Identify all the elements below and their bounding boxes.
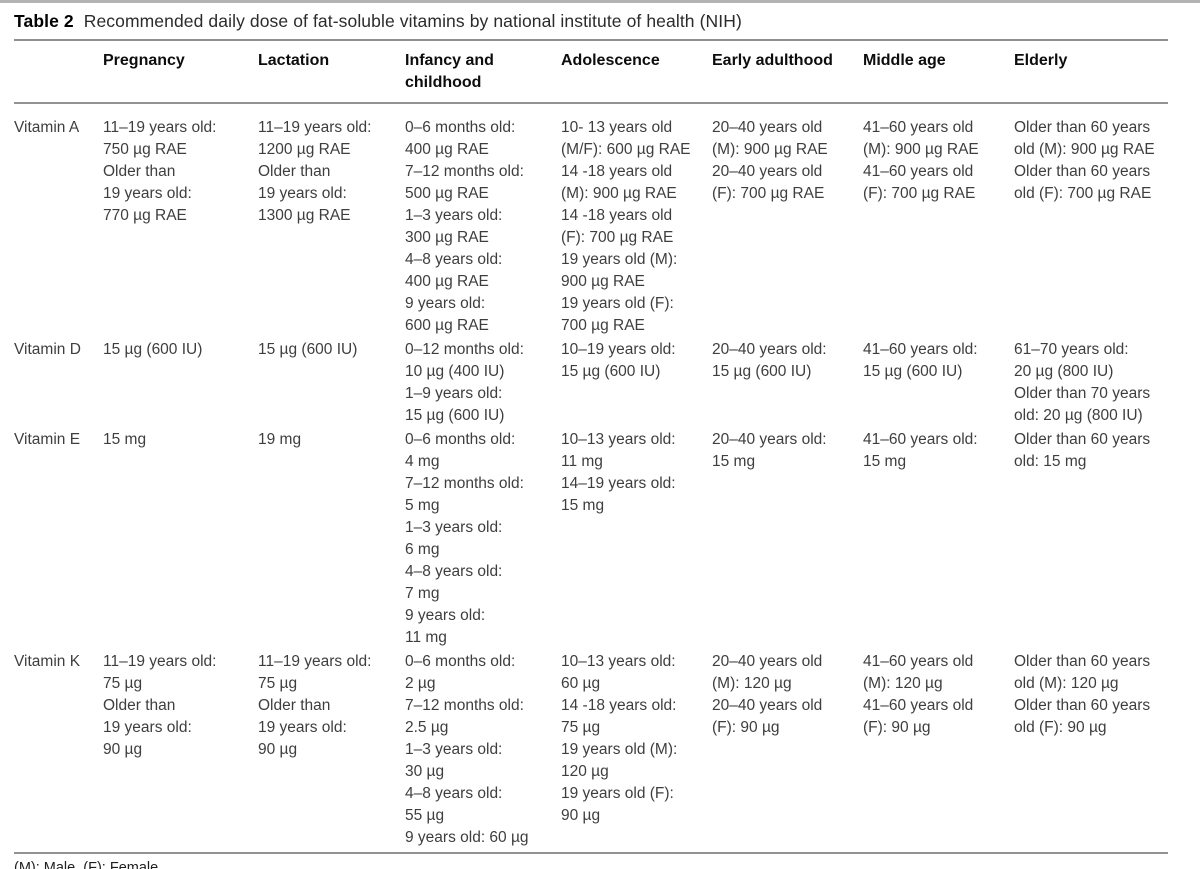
column-header-pregnancy: Pregnancy xyxy=(103,40,258,104)
column-header-infancy-childhood: Infancy and childhood xyxy=(405,40,561,104)
row-label-vitamin-e: Vitamin E xyxy=(14,431,81,448)
table-cell: 10–13 years old: 11 mg 14–19 years old: … xyxy=(561,431,676,514)
table-caption-text: Recommended daily dose of fat-soluble vi… xyxy=(83,11,742,31)
table-cell: 41–60 years old: 15 mg xyxy=(863,431,978,470)
header-row: Pregnancy Lactation Infancy and childhoo… xyxy=(14,40,1168,104)
column-header-elderly: Elderly xyxy=(1014,40,1168,104)
table-content: Table 2 Recommended daily dose of fat-sol… xyxy=(0,3,1200,869)
table-row-vitamin-k: Vitamin K 11–19 years old: 75 µg Older t… xyxy=(14,649,1168,853)
column-header-blank xyxy=(14,40,103,104)
table-cell: 0–12 months old: 10 µg (400 IU) 1–9 year… xyxy=(405,341,524,424)
table-cell: 15 µg (600 IU) xyxy=(258,341,358,358)
top-divider xyxy=(0,0,1200,3)
table-number: Table 2 xyxy=(14,11,74,31)
table-cell: Older than 60 years old: 15 mg xyxy=(1014,431,1151,470)
table-cell: 41–60 years old: 15 µg (600 IU) xyxy=(863,341,978,380)
vitamins-table: Pregnancy Lactation Infancy and childhoo… xyxy=(14,39,1168,854)
table-cell: 10–19 years old: 15 µg (600 IU) xyxy=(561,341,676,380)
table-cell: 15 mg xyxy=(103,431,147,448)
table-cell: 20–40 years old (M): 120 µg 20–40 years … xyxy=(712,653,823,736)
table-caption: Table 2 Recommended daily dose of fat-sol… xyxy=(14,3,1183,39)
table-cell: 11–19 years old: 75 µg Older than 19 yea… xyxy=(103,653,217,758)
row-label-vitamin-k: Vitamin K xyxy=(14,653,81,670)
table-row-vitamin-d: Vitamin D 15 µg (600 IU) 15 µg (600 IU) … xyxy=(14,337,1168,427)
table-cell: 41–60 years old (M): 120 µg 41–60 years … xyxy=(863,653,974,736)
column-header-early-adulthood: Early adulthood xyxy=(712,40,863,104)
table-cell: Older than 60 years old (M): 900 µg RAE … xyxy=(1014,119,1155,202)
table-cell: Older than 60 years old (M): 120 µg Olde… xyxy=(1014,653,1151,736)
table-cell: 19 mg xyxy=(258,431,302,448)
table-cell: 10- 13 years old (M/F): 600 µg RAE 14 -1… xyxy=(561,119,691,334)
table-cell: 0–6 months old: 2 µg 7–12 months old: 2.… xyxy=(405,653,529,846)
table-cell: 0–6 months old: 400 µg RAE 7–12 months o… xyxy=(405,119,524,334)
table-cell: 20–40 years old: 15 mg xyxy=(712,431,827,470)
table-cell: 41–60 years old (M): 900 µg RAE 41–60 ye… xyxy=(863,119,979,202)
table-row-vitamin-e: Vitamin E 15 mg 19 mg 0–6 months old: 4 … xyxy=(14,427,1168,649)
table-cell: 10–13 years old: 60 µg 14 -18 years old:… xyxy=(561,653,678,824)
table-cell: 11–19 years old: 75 µg Older than 19 yea… xyxy=(258,653,372,758)
table-cell: 20–40 years old (M): 900 µg RAE 20–40 ye… xyxy=(712,119,828,202)
row-label-vitamin-d: Vitamin D xyxy=(14,341,81,358)
row-label-vitamin-a: Vitamin A xyxy=(14,119,80,136)
table-row-vitamin-a: Vitamin A 11–19 years old: 750 µg RAE Ol… xyxy=(14,103,1168,337)
table-cell: 61–70 years old: 20 µg (800 IU) Older th… xyxy=(1014,341,1151,424)
column-header-lactation: Lactation xyxy=(258,40,405,104)
table-cell: 20–40 years old: 15 µg (600 IU) xyxy=(712,341,827,380)
column-header-adolescence: Adolescence xyxy=(561,40,712,104)
table-cell: 11–19 years old: 1200 µg RAE Older than … xyxy=(258,119,372,224)
table-cell: 15 µg (600 IU) xyxy=(103,341,203,358)
column-header-middle-age: Middle age xyxy=(863,40,1014,104)
table-cell: 11–19 years old: 750 µg RAE Older than 1… xyxy=(103,119,217,224)
table-cell: 0–6 months old: 4 mg 7–12 months old: 5 … xyxy=(405,431,524,646)
table-footnote: (M): Male, (F): Female xyxy=(14,860,159,869)
